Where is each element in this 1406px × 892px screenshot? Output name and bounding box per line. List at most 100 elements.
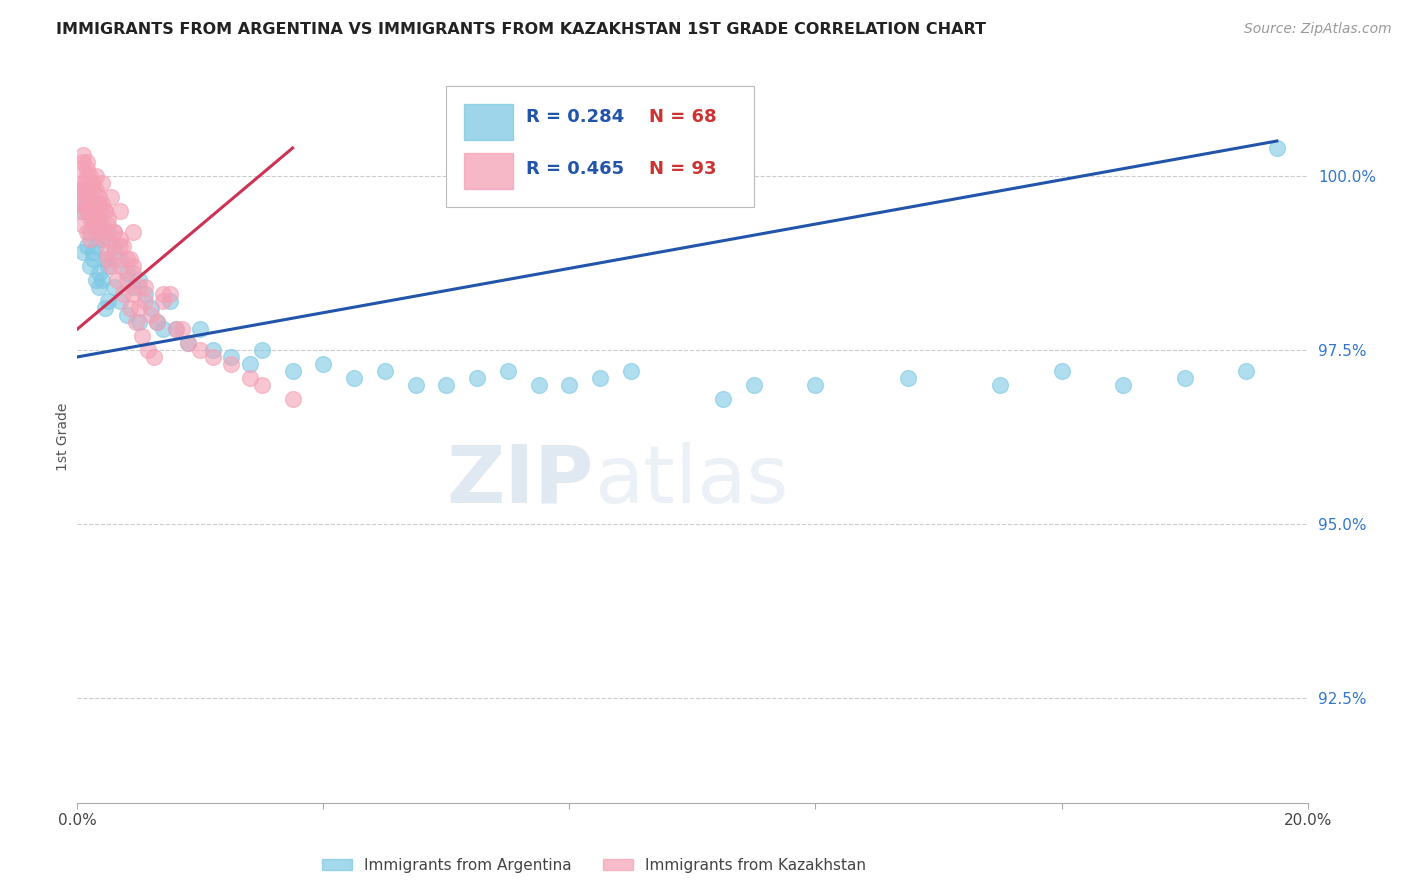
Point — [121, 266, 143, 280]
Point — [79, 225, 101, 239]
Point — [103, 225, 125, 239]
Point — [103, 245, 125, 260]
Point — [97, 218, 120, 232]
Point — [1174, 371, 1197, 385]
Point — [94, 301, 117, 316]
Point — [87, 211, 110, 225]
Point — [94, 203, 117, 218]
Point — [86, 218, 108, 232]
Point — [100, 190, 122, 204]
Point — [90, 196, 114, 211]
Point — [141, 308, 163, 322]
Point — [125, 315, 148, 329]
Point — [239, 357, 262, 371]
Point — [69, 161, 91, 176]
Point — [281, 392, 304, 406]
Text: atlas: atlas — [595, 442, 789, 520]
Point — [159, 294, 181, 309]
Point — [112, 287, 135, 301]
Point — [90, 218, 114, 232]
Point — [72, 183, 94, 197]
Point — [82, 211, 104, 225]
FancyBboxPatch shape — [447, 86, 754, 207]
Point — [152, 287, 174, 301]
Point — [115, 273, 138, 287]
Point — [84, 203, 107, 218]
Point — [1234, 364, 1257, 378]
Point — [76, 183, 98, 197]
Point — [146, 315, 169, 329]
Point — [115, 266, 138, 280]
Point — [134, 280, 156, 294]
Point — [436, 377, 458, 392]
Point — [76, 155, 98, 169]
Point — [87, 196, 110, 211]
Point — [83, 211, 105, 225]
Legend: Immigrants from Argentina, Immigrants from Kazakhstan: Immigrants from Argentina, Immigrants fr… — [315, 852, 873, 880]
Point — [146, 315, 169, 329]
Point — [82, 196, 104, 211]
Point — [177, 336, 200, 351]
Point — [90, 176, 114, 190]
Point — [90, 273, 114, 287]
Point — [128, 273, 150, 287]
Point — [589, 371, 612, 385]
Point — [118, 301, 141, 316]
Point — [79, 169, 101, 183]
Point — [72, 176, 94, 190]
Point — [84, 273, 107, 287]
Point — [97, 252, 120, 267]
Point — [97, 231, 120, 245]
Point — [118, 252, 141, 267]
Point — [128, 301, 150, 316]
Point — [312, 357, 335, 371]
Point — [72, 203, 94, 218]
Point — [152, 322, 174, 336]
Point — [134, 287, 156, 301]
Point — [201, 343, 224, 357]
Point — [84, 183, 107, 197]
Point — [91, 231, 114, 245]
Point — [72, 155, 94, 169]
Point — [80, 203, 103, 218]
Point — [219, 350, 242, 364]
Point — [69, 203, 91, 218]
Point — [82, 218, 104, 232]
Point — [76, 196, 98, 211]
Point — [110, 294, 132, 309]
Point — [804, 377, 827, 392]
Point — [134, 294, 156, 309]
Point — [79, 190, 101, 204]
Point — [79, 176, 101, 190]
Point — [988, 377, 1011, 392]
Point — [84, 225, 107, 239]
Point — [72, 218, 94, 232]
Point — [94, 252, 117, 267]
Point — [110, 231, 132, 245]
Point — [121, 225, 143, 239]
Point — [620, 364, 643, 378]
Point — [72, 148, 94, 162]
Point — [131, 329, 153, 343]
Point — [1050, 364, 1073, 378]
Point — [82, 176, 104, 190]
Point — [112, 238, 135, 252]
Point — [87, 280, 110, 294]
Point — [152, 294, 174, 309]
Text: IMMIGRANTS FROM ARGENTINA VS IMMIGRANTS FROM KAZAKHSTAN 1ST GRADE CORRELATION CH: IMMIGRANTS FROM ARGENTINA VS IMMIGRANTS … — [56, 22, 986, 37]
Point — [374, 364, 396, 378]
Point — [188, 322, 212, 336]
Point — [496, 364, 519, 378]
Y-axis label: 1st Grade: 1st Grade — [56, 403, 70, 471]
Point — [201, 350, 224, 364]
Point — [84, 238, 107, 252]
Point — [76, 238, 98, 252]
Point — [527, 377, 550, 392]
Point — [558, 377, 581, 392]
Point — [84, 196, 107, 211]
Point — [1112, 377, 1135, 392]
Point — [143, 350, 166, 364]
Point — [711, 392, 734, 406]
Point — [90, 225, 112, 239]
Text: R = 0.465: R = 0.465 — [526, 160, 624, 178]
